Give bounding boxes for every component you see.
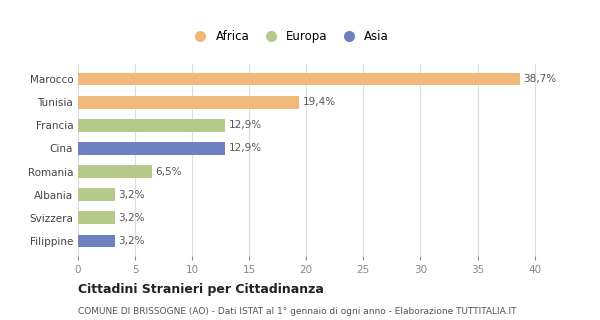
Legend: Africa, Europa, Asia: Africa, Europa, Asia xyxy=(186,28,391,45)
Text: 3,2%: 3,2% xyxy=(118,236,145,246)
Bar xyxy=(78,119,225,132)
Text: 12,9%: 12,9% xyxy=(229,120,262,130)
Bar xyxy=(78,188,115,201)
Text: 12,9%: 12,9% xyxy=(229,143,262,154)
Bar xyxy=(78,165,152,178)
Text: Cittadini Stranieri per Cittadinanza: Cittadini Stranieri per Cittadinanza xyxy=(78,283,324,296)
Text: 38,7%: 38,7% xyxy=(523,74,556,84)
Text: 6,5%: 6,5% xyxy=(155,166,182,177)
Bar xyxy=(78,96,299,108)
Bar xyxy=(78,73,520,85)
Text: 3,2%: 3,2% xyxy=(118,213,145,223)
Bar xyxy=(78,212,115,224)
Text: COMUNE DI BRISSOGNE (AO) - Dati ISTAT al 1° gennaio di ogni anno - Elaborazione : COMUNE DI BRISSOGNE (AO) - Dati ISTAT al… xyxy=(78,307,517,316)
Bar xyxy=(78,142,225,155)
Text: 19,4%: 19,4% xyxy=(303,97,336,107)
Bar xyxy=(78,235,115,247)
Text: 3,2%: 3,2% xyxy=(118,190,145,200)
